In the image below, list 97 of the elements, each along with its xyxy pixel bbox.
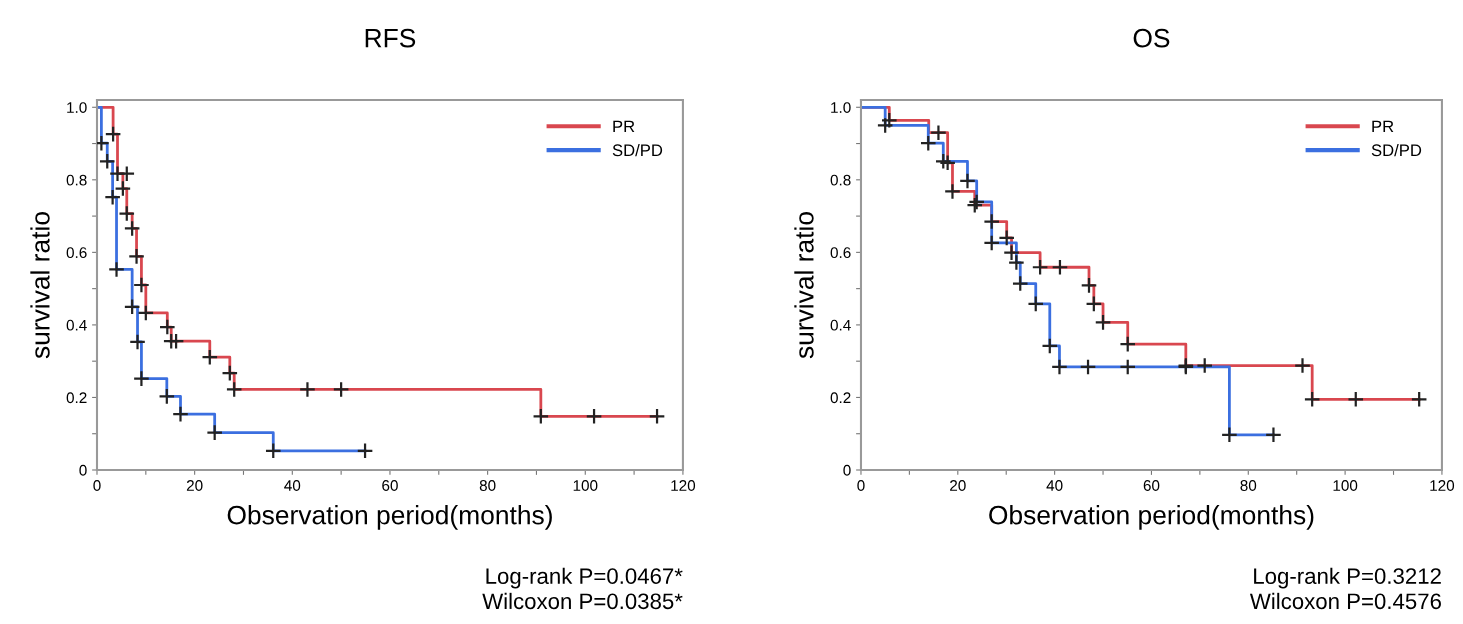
point: [225, 381, 243, 398]
point: [128, 247, 145, 265]
legend-label: PR: [1372, 120, 1394, 133]
point: [1410, 390, 1428, 408]
x-tick-label: 60: [1143, 480, 1160, 491]
x-tick-label: 80: [1240, 480, 1257, 491]
point: [1119, 335, 1137, 353]
point: [299, 381, 316, 398]
point: [264, 442, 282, 460]
point: [108, 261, 125, 278]
point: [1265, 426, 1282, 444]
x-tick-label: 20: [186, 480, 203, 491]
y-tick-label: 0.8: [66, 174, 87, 186]
point: [983, 234, 1001, 252]
legend-label: SD/PD: [612, 143, 663, 157]
point: [532, 407, 550, 425]
chart-title: OS: [1133, 28, 1170, 48]
x-tick-label: 0: [93, 480, 101, 491]
point: [1051, 358, 1068, 376]
point: [919, 134, 937, 152]
y-tick-label: 0: [843, 464, 851, 476]
point: [1079, 358, 1097, 376]
x-axis-title: Observation period(months): [989, 505, 1314, 530]
point: [123, 298, 141, 316]
point: [1080, 276, 1098, 294]
point: [1031, 258, 1049, 276]
x-tick-label: 100: [1333, 480, 1358, 491]
point: [1051, 258, 1069, 276]
y-tick-label: 0.4: [66, 319, 87, 331]
x-tick-label: 120: [671, 480, 696, 491]
x-tick-label: 40: [284, 480, 301, 491]
point: [332, 381, 350, 398]
text: Wilcoxon P=0.4576: [1249, 592, 1441, 610]
point: [356, 442, 374, 460]
y-tick-label: 0.6: [830, 247, 851, 259]
y-tick-label: 0.2: [830, 392, 851, 404]
point: [930, 124, 947, 142]
point: [998, 229, 1016, 247]
point: [133, 370, 150, 387]
text: Wilcoxon P=0.0385*: [482, 592, 683, 610]
x-tick-label: 80: [479, 480, 496, 491]
point: [1085, 295, 1103, 313]
point: [1294, 357, 1311, 374]
point: [1221, 426, 1238, 444]
y-tick-label: 0.8: [830, 174, 851, 186]
x-tick-label: 20: [950, 480, 966, 491]
point: [944, 183, 961, 200]
point: [123, 220, 141, 237]
point: [1003, 244, 1020, 262]
text: Log-rank P=0.3212: [1254, 567, 1441, 589]
x-tick-label: 100: [573, 480, 598, 491]
point: [1094, 313, 1112, 331]
y-tick-label: 0.2: [66, 392, 87, 404]
point: [206, 424, 224, 442]
x-tick-label: 0: [857, 480, 865, 491]
y-tick-label: 0.4: [830, 319, 851, 331]
point: [1027, 295, 1045, 313]
y-tick-label: 1.0: [67, 102, 87, 113]
chart-title: RFS: [365, 28, 416, 48]
point: [129, 333, 146, 351]
x-tick-label: 60: [382, 480, 398, 491]
point: [934, 152, 952, 170]
point: [158, 387, 176, 405]
point: [959, 172, 976, 190]
point: [585, 407, 603, 425]
legend-label: PR: [613, 120, 635, 133]
point: [939, 154, 957, 172]
point: [98, 152, 116, 170]
point: [1347, 390, 1365, 408]
y-tick-label: 0: [79, 464, 87, 476]
point: [983, 213, 1001, 230]
point: [1196, 357, 1214, 374]
point: [648, 407, 666, 425]
x-axis-title: Observation period(months): [227, 505, 552, 530]
y-tick-label: 1.0: [831, 102, 851, 113]
point: [1303, 390, 1321, 408]
point: [118, 165, 136, 183]
point: [1011, 275, 1029, 292]
y-axis-title: survival ratio: [794, 212, 814, 359]
legend-label: SD/PD: [1371, 143, 1422, 157]
point: [133, 276, 150, 294]
point: [167, 332, 185, 350]
y-tick-label: 0.6: [66, 247, 87, 259]
x-tick-label: 120: [1430, 480, 1455, 491]
point: [1007, 254, 1025, 271]
point: [201, 348, 219, 366]
y-axis-title: survival ratio: [30, 212, 50, 359]
point: [1041, 337, 1059, 355]
x-tick-label: 40: [1046, 480, 1063, 491]
point: [158, 318, 176, 336]
point: [118, 205, 136, 222]
point: [104, 125, 122, 143]
point: [137, 304, 155, 322]
point: [1119, 358, 1137, 376]
point: [172, 405, 189, 423]
text: Log-rank P=0.0467*: [486, 567, 683, 589]
point: [221, 364, 239, 382]
